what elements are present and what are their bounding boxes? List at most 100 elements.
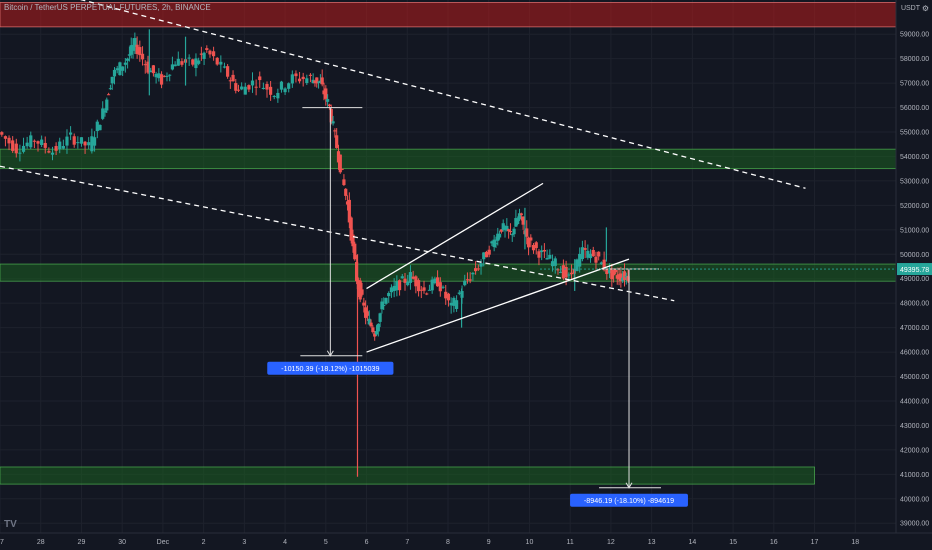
candle-body — [279, 81, 284, 90]
candle-body — [392, 285, 396, 292]
candle-body — [61, 146, 65, 149]
candle-body — [542, 249, 546, 252]
candle-body — [231, 74, 235, 82]
candle-body — [612, 268, 616, 276]
candle-body — [583, 248, 587, 250]
candle-body — [360, 289, 364, 295]
candle-body — [335, 135, 339, 148]
time-tick-label: 8 — [446, 539, 450, 546]
candle-body — [416, 280, 421, 292]
time-tick-label: 28 — [37, 539, 45, 546]
time-tick-label: 3 — [242, 539, 246, 546]
time-tick-label: 16 — [770, 539, 778, 546]
time-tick-label: 5 — [324, 539, 328, 546]
candle-body — [454, 300, 459, 309]
candle-body — [25, 142, 29, 147]
candle-body — [534, 242, 538, 249]
candle-body — [605, 269, 609, 275]
candle-body — [58, 141, 62, 150]
candle-body — [362, 302, 366, 306]
candle-body — [43, 142, 47, 148]
candle-body — [342, 179, 346, 186]
price-tick-label: 41000.00 — [900, 472, 929, 479]
candle-body — [561, 265, 565, 279]
candle-body — [176, 58, 180, 66]
candle-body — [162, 75, 166, 77]
candle-body — [308, 74, 313, 76]
candle-body — [320, 77, 324, 85]
candle-body — [422, 287, 426, 291]
channel-trendline — [366, 258, 630, 353]
candle-body — [168, 74, 172, 76]
price-tick-label: 42000.00 — [900, 447, 929, 454]
candle-body — [479, 263, 483, 267]
candle-body — [283, 88, 287, 93]
settings-gear-icon[interactable]: ⚙ — [921, 4, 929, 13]
candle-body — [517, 213, 522, 220]
measure-label-box — [267, 361, 394, 375]
candle-body — [7, 137, 11, 144]
candle-body — [425, 293, 429, 295]
candle-body — [553, 258, 557, 266]
time-tick-label: 13 — [648, 539, 656, 546]
candle-body — [382, 305, 386, 307]
candle-body — [516, 218, 520, 224]
price-tick-label: 44000.00 — [900, 398, 929, 405]
candle-body — [311, 79, 315, 84]
candle-body — [508, 231, 513, 233]
channel-trendline — [366, 182, 544, 290]
candle-body — [567, 274, 571, 276]
candle-body — [50, 152, 55, 155]
candle-body — [40, 139, 44, 146]
candle-body — [276, 92, 280, 99]
candle-body — [619, 273, 623, 282]
candle-body — [205, 48, 209, 51]
candle-body — [173, 64, 177, 67]
candle-body — [408, 272, 413, 283]
candle-body — [468, 279, 472, 281]
candle-body — [374, 330, 379, 335]
candle-body — [438, 282, 442, 292]
time-tick-label: 10 — [526, 539, 534, 546]
price-tick-label: 46000.00 — [900, 350, 929, 357]
candle-body — [324, 88, 328, 99]
candle-body — [613, 269, 618, 273]
candle-body — [107, 94, 111, 96]
candle-body — [68, 132, 73, 135]
time-tick-label: 2 — [202, 539, 206, 546]
candle-body — [199, 53, 203, 55]
candle-body — [336, 151, 341, 163]
candle-body — [626, 276, 630, 281]
price-tick-label: 57000.00 — [900, 81, 929, 88]
price-tick-label: 58000.00 — [900, 56, 929, 63]
candle-body — [400, 276, 404, 279]
candle-body — [499, 229, 503, 232]
chart-title: Bitcoin / TetherUS PERPETUAL FUTURES, 2h… — [4, 3, 211, 12]
price-tick-label: 51000.00 — [900, 227, 929, 234]
candle-body — [326, 99, 330, 102]
dashed-trendline — [79, 0, 806, 189]
candle-body — [219, 61, 223, 65]
candle-body — [226, 66, 230, 77]
price-tick-label: 50000.00 — [900, 252, 929, 259]
candle-body — [157, 73, 161, 79]
price-tick-label: 43000.00 — [900, 423, 929, 430]
candle-body — [446, 293, 451, 301]
candle-body — [118, 62, 122, 76]
candle-body — [36, 141, 40, 144]
candle-body — [373, 333, 377, 337]
candle-body — [497, 233, 502, 238]
candle-body — [92, 137, 97, 146]
price-tick-label: 59000.00 — [900, 32, 929, 39]
candle-body — [138, 47, 142, 56]
candle-body — [371, 327, 375, 333]
candle-body — [550, 261, 555, 267]
candle-body — [503, 227, 507, 230]
currency-label: USDT — [900, 5, 920, 12]
candle-body — [297, 78, 302, 82]
candle-body — [180, 61, 184, 65]
candle-body — [403, 278, 407, 283]
candle-body — [90, 136, 94, 152]
candle-body — [18, 152, 22, 154]
